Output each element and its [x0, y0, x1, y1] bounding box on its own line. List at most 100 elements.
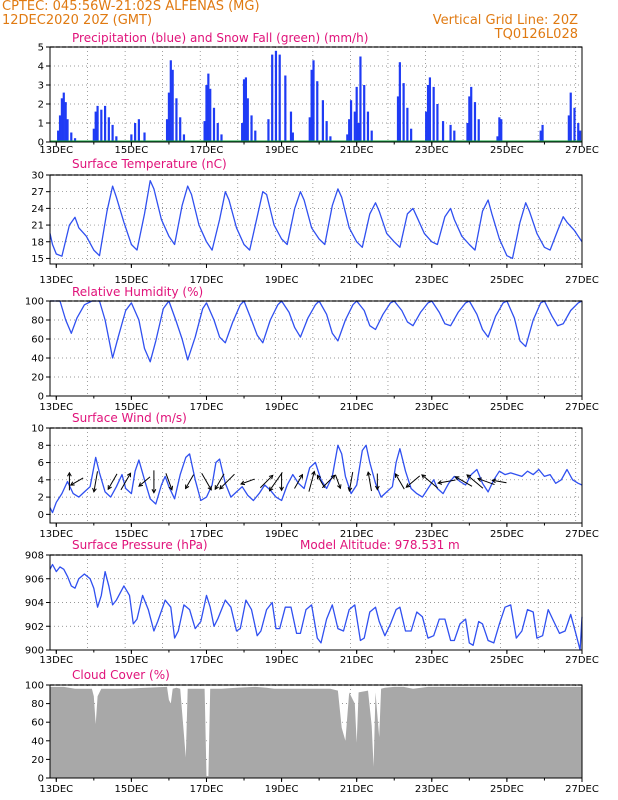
wind-arrow-head [219, 484, 224, 490]
precip-bar [473, 102, 477, 142]
wind-arrow [240, 478, 255, 486]
humidity-ytick-label: 40 [31, 354, 44, 365]
precip-bar [267, 119, 270, 142]
precip-bar [348, 119, 351, 142]
precip-bar [241, 123, 244, 142]
wind-arrow-head [491, 478, 497, 484]
precip-bar [569, 92, 572, 142]
wind-arrow-head [67, 471, 72, 477]
wind-arrow-shaft [120, 472, 131, 491]
wind-arrow-head [374, 485, 380, 491]
precip-bar [470, 86, 473, 142]
precip-ytick-label: 1 [38, 119, 44, 130]
precip-bar [137, 119, 140, 142]
humidity-ytick-label: 80 [31, 316, 44, 327]
temperature-ytick-label: 24 [31, 204, 44, 215]
wind-arrow [421, 474, 439, 489]
pressure-ytick-label: 902 [25, 622, 44, 633]
precip-ytick-label: 4 [38, 62, 44, 73]
precip-ytick-label: 0 [38, 138, 44, 149]
cloud-ytick-label: 40 [31, 736, 44, 747]
precip-bar [246, 98, 249, 142]
wind-arrow-shaft [438, 479, 456, 484]
precip-bar [410, 128, 413, 142]
precip-bar [312, 60, 315, 142]
temperature-xtick-label: 27DEC [565, 275, 599, 286]
precip-bar [310, 69, 313, 142]
precip-bar [498, 117, 501, 142]
precip-bar [357, 123, 360, 142]
humidity-xtick-label: 21DEC [340, 402, 374, 413]
precip-bar [62, 92, 65, 142]
wind-arrow-head [151, 488, 157, 494]
precip-bar [359, 56, 362, 142]
precip-bar [271, 54, 274, 142]
pressure-xtick-label: 21DEC [340, 655, 374, 666]
wind-arrow [268, 472, 283, 492]
wind-arrow-head [268, 474, 274, 480]
precip-bar [428, 77, 432, 142]
precip-bar [207, 73, 210, 142]
pressure-xtick-label: 19DEC [265, 655, 299, 666]
wind-arrow [316, 474, 326, 489]
precip-bar [66, 119, 69, 142]
precip-bar [477, 119, 480, 142]
temperature-ytick-label: 30 [31, 171, 44, 182]
temperature-xtick-label: 15DEC [115, 275, 149, 286]
precip-bar [165, 119, 169, 142]
temperature-xtick-label: 21DEC [340, 275, 374, 286]
wind-arrow-shaft [421, 474, 439, 489]
wind-xtick-label: 15DEC [115, 529, 149, 540]
wind-ytick-label: 10 [31, 424, 44, 435]
precip-bar [349, 100, 353, 142]
wind-arrow-shaft [367, 472, 372, 492]
wind-arrow-shaft [334, 474, 341, 489]
humidity-xtick-label: 23DEC [415, 402, 449, 413]
wind-xtick-label: 21DEC [340, 529, 374, 540]
wind-arrow [201, 472, 212, 491]
wind-arrow-shaft [455, 476, 473, 487]
wind-arrow [454, 476, 473, 487]
precip-bar [541, 124, 544, 142]
precip-ytick-label: 3 [38, 81, 44, 92]
wind-arrow-shaft [348, 472, 354, 492]
precip-bar [284, 75, 287, 142]
cloud-ytick-label: 100 [25, 681, 44, 692]
wind-arrow [394, 473, 405, 490]
pressure-xtick-label: 27DEC [565, 655, 599, 666]
pressure-line [49, 563, 583, 651]
precip-bar [57, 130, 60, 142]
wind-arrow-head [240, 480, 246, 486]
wind-arrow-head [394, 473, 400, 478]
wind-xtick-label: 25DEC [490, 529, 524, 540]
temperature-ytick-label: 21 [31, 221, 44, 232]
cloud-xtick-label: 13DEC [39, 784, 73, 795]
humidity-xtick-label: 17DEC [190, 402, 224, 413]
precip-bar [250, 115, 253, 142]
precip-bar [130, 134, 133, 142]
wind-arrow [347, 472, 354, 493]
wind-arrow [294, 473, 304, 489]
wind-arrow-head [138, 482, 144, 487]
wind-arrow [405, 475, 421, 488]
wind-arrow-shaft [185, 474, 195, 489]
wind-arrow-shaft [477, 478, 495, 486]
precip-bar [496, 136, 499, 142]
wind-xtick-label: 23DEC [415, 529, 449, 540]
wind-arrow-head [279, 486, 284, 492]
precip-bar [143, 132, 146, 142]
wind-arrow-shaft [214, 473, 225, 490]
wind-xtick-label: 27DEC [565, 529, 599, 540]
precip-bar [92, 128, 95, 142]
humidity-ytick-label: 60 [31, 335, 44, 346]
precip-bar [453, 130, 456, 142]
pressure-ytick-label: 904 [25, 598, 44, 609]
wind-arrow-shaft [321, 474, 336, 489]
wind-arrow-shaft [70, 477, 84, 486]
precip-bar [107, 117, 110, 142]
pressure-ytick-label: 908 [25, 551, 44, 562]
wind-arrow-head [107, 485, 112, 491]
temperature-ytick-label: 27 [31, 187, 44, 198]
wind-arrow [138, 476, 151, 487]
wind-arrow-shaft [219, 473, 235, 490]
